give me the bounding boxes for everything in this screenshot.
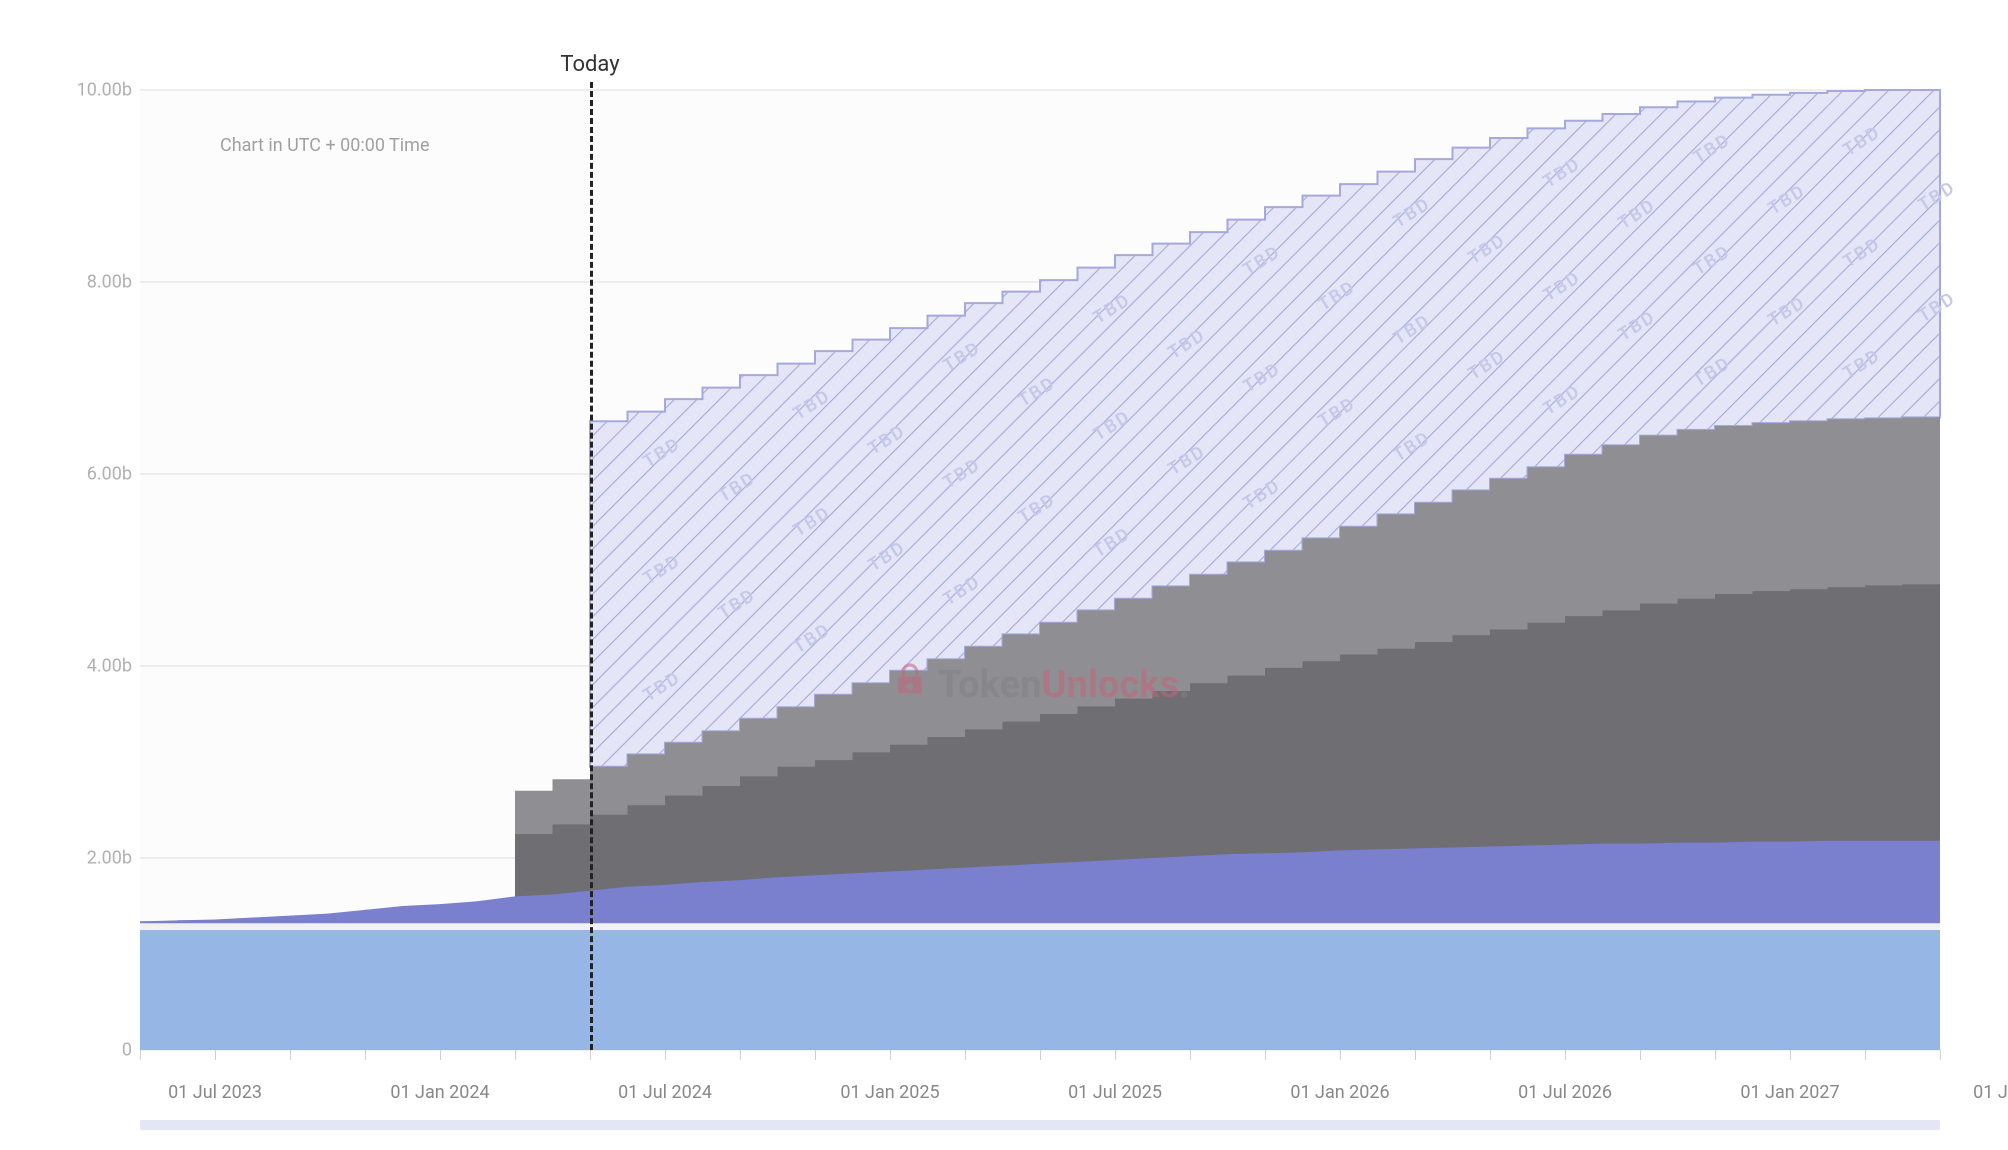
- x-minor-tick: [440, 1050, 441, 1060]
- x-minor-tick: [665, 1050, 666, 1060]
- x-minor-tick: [1490, 1050, 1491, 1060]
- timezone-note: Chart in UTC + 00:00 Time: [220, 135, 430, 156]
- x-tick-label: 01 Jan 2025: [840, 1082, 939, 1103]
- x-minor-tick: [1115, 1050, 1116, 1060]
- x-minor-tick: [1790, 1050, 1791, 1060]
- x-minor-tick: [1640, 1050, 1641, 1060]
- x-minor-tick: [290, 1050, 291, 1060]
- x-minor-tick: [1415, 1050, 1416, 1060]
- series-a-area: [140, 930, 1940, 1050]
- x-minor-tick: [1340, 1050, 1341, 1060]
- x-tick-label: 01 Jul 2026: [1518, 1082, 1612, 1103]
- y-tick-label: 2.00b: [62, 848, 132, 869]
- x-minor-tick: [1865, 1050, 1866, 1060]
- x-minor-tick: [1565, 1050, 1566, 1060]
- x-tick-label: 01 Jul 2024: [618, 1082, 712, 1103]
- x-tick-label: 01 Jan 2027: [1740, 1082, 1839, 1103]
- timeline-scrollbar[interactable]: [140, 1120, 1940, 1130]
- x-minor-tick: [1190, 1050, 1191, 1060]
- x-tick-label: 01 Jul 2023: [168, 1082, 262, 1103]
- x-tick-label: 01 Jul 2025: [1068, 1082, 1162, 1103]
- x-minor-tick: [515, 1050, 516, 1060]
- x-tick-label: 01 Jan 2024: [390, 1082, 489, 1103]
- plot-area: TBDTBDTBDTBDTBDTBDTBDTBDTBDTBDTBDTBDTBDT…: [140, 90, 1940, 1050]
- x-minor-tick: [740, 1050, 741, 1060]
- x-minor-tick: [965, 1050, 966, 1060]
- x-minor-tick: [890, 1050, 891, 1060]
- x-minor-tick: [1715, 1050, 1716, 1060]
- x-minor-tick: [1265, 1050, 1266, 1060]
- y-tick-label: 8.00b: [62, 272, 132, 293]
- x-minor-tick: [1040, 1050, 1041, 1060]
- x-minor-tick: [815, 1050, 816, 1060]
- x-minor-tick: [215, 1050, 216, 1060]
- y-tick-label: 0: [62, 1040, 132, 1061]
- today-marker-line: [590, 82, 593, 1050]
- y-tick-label: 4.00b: [62, 656, 132, 677]
- x-minor-tick: [590, 1050, 591, 1060]
- x-tick-label: 01 Jan 2026: [1290, 1082, 1389, 1103]
- x-minor-tick: [140, 1050, 141, 1060]
- x-minor-tick: [365, 1050, 366, 1060]
- y-tick-label: 6.00b: [62, 464, 132, 485]
- x-minor-tick: [1940, 1050, 1941, 1060]
- today-label: Today: [560, 52, 619, 77]
- y-tick-label: 10.00b: [62, 80, 132, 101]
- x-tick-label: 01 Jul 202: [1973, 1082, 2008, 1103]
- token-unlock-chart: TBDTBDTBDTBDTBDTBDTBDTBDTBDTBDTBDTBDTBDT…: [60, 40, 1960, 1120]
